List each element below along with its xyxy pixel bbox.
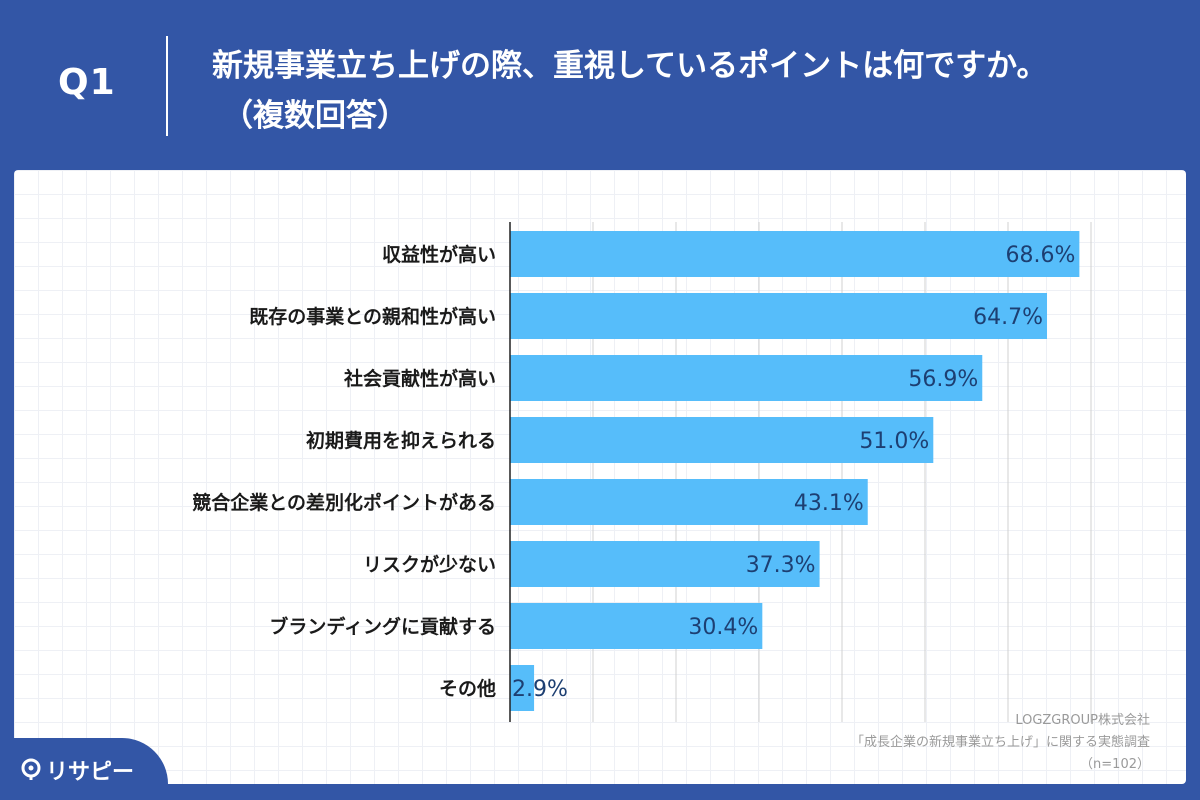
value-label: 2.9% xyxy=(512,677,568,702)
source-company: LOGZGROUP株式会社 xyxy=(1015,713,1150,728)
value-label: 64.7% xyxy=(973,305,1043,330)
bar xyxy=(510,417,934,463)
bar xyxy=(510,355,983,401)
category-label: 競合企業との差別化ポイントがある xyxy=(192,491,496,514)
chart-panel: 収益性が高い 68.6% 既存の事業との親和性が高い 64.7% 社会貢献性が高い 56.… xyxy=(14,170,1186,784)
value-label: 56.9% xyxy=(908,367,978,392)
category-label: ブランディングに貢献する xyxy=(269,615,496,638)
header: Q1 新規事業立ち上げの際、重視しているポイントは何ですか。 （複数回答） xyxy=(0,0,1200,170)
bar-chart: 収益性が高い 68.6% 既存の事業との親和性が高い 64.7% 社会貢献性が高い 56.… xyxy=(192,222,1092,722)
category-label: 社会貢献性が高い xyxy=(343,367,496,390)
category-label: 初期費用を抑えられる xyxy=(306,429,496,452)
source-sample-size: （n=102） xyxy=(1080,757,1150,772)
question-title: 新規事業立ち上げの際、重視しているポイントは何ですか。 xyxy=(212,48,1048,84)
source-survey: 「成長企業の新規事業立ち上げ」に関する実態調査 xyxy=(850,735,1150,750)
bar xyxy=(510,603,763,649)
category-label: リスクが少ない xyxy=(363,553,496,576)
bar xyxy=(510,665,535,711)
brand-name: リサピー xyxy=(46,760,135,785)
value-label: 51.0% xyxy=(859,429,929,454)
value-label: 68.6% xyxy=(1005,243,1075,268)
category-label: その他 xyxy=(439,677,496,700)
bar xyxy=(510,541,820,587)
bar xyxy=(510,231,1080,277)
question-subtitle: （複数回答） xyxy=(222,98,408,134)
value-label: 37.3% xyxy=(746,553,816,578)
bar xyxy=(510,479,868,525)
bar xyxy=(510,293,1048,339)
brand-logo: リサピー xyxy=(0,738,168,800)
header-divider xyxy=(166,36,168,136)
category-label: 既存の事業との親和性が高い xyxy=(249,305,496,328)
value-label: 30.4% xyxy=(688,615,758,640)
pin-icon xyxy=(21,758,41,780)
question-number: Q1 xyxy=(58,62,116,103)
value-label: 43.1% xyxy=(794,491,864,516)
category-label: 収益性が高い xyxy=(382,243,496,266)
source-note: LOGZGROUP株式会社 「成長企業の新規事業立ち上げ」に関する実態調査 （n… xyxy=(730,710,1150,776)
